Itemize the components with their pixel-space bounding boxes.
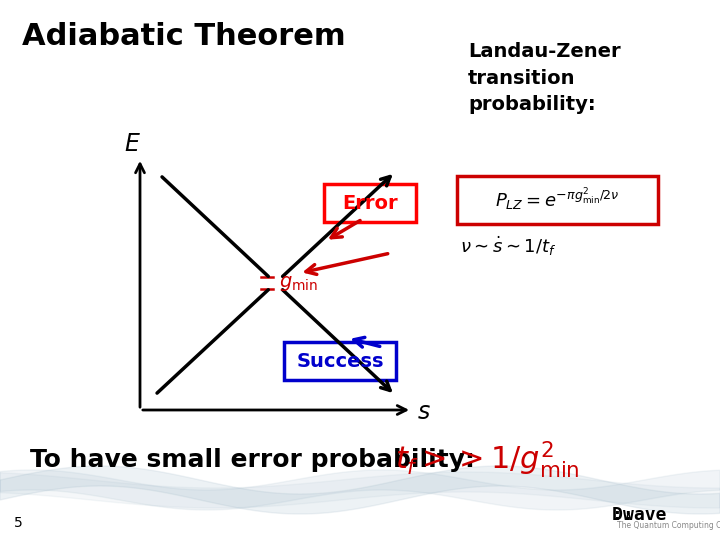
Text: $\nu \sim \dot{s} \sim 1/t_f$: $\nu \sim \dot{s} \sim 1/t_f$	[460, 235, 557, 258]
Text: D: D	[611, 506, 622, 524]
Text: 5: 5	[14, 516, 23, 530]
FancyBboxPatch shape	[457, 176, 658, 224]
Text: s: s	[418, 400, 431, 424]
Text: $g_{\mathrm{min}}$: $g_{\mathrm{min}}$	[279, 274, 318, 293]
Text: Adiabatic Theorem: Adiabatic Theorem	[22, 22, 346, 51]
Text: Landau-Zener
transition
probability:: Landau-Zener transition probability:	[468, 42, 621, 114]
Text: E: E	[125, 132, 140, 156]
Text: To have small error probability:: To have small error probability:	[30, 448, 475, 472]
Text: $t_f >> 1/g_{\mathrm{min}}^2$: $t_f >> 1/g_{\mathrm{min}}^2$	[395, 440, 580, 481]
Text: ::: ::	[612, 506, 634, 524]
FancyBboxPatch shape	[284, 342, 397, 380]
Text: The Quantum Computing Company™: The Quantum Computing Company™	[617, 521, 720, 530]
Text: wave: wave	[624, 506, 667, 524]
Text: Error: Error	[343, 193, 398, 213]
FancyBboxPatch shape	[325, 184, 416, 222]
Text: Success: Success	[297, 352, 384, 370]
Text: $P_{LZ} = e^{-\pi g_{\mathrm{min}}^2/2\nu}$: $P_{LZ} = e^{-\pi g_{\mathrm{min}}^2/2\n…	[495, 187, 620, 213]
